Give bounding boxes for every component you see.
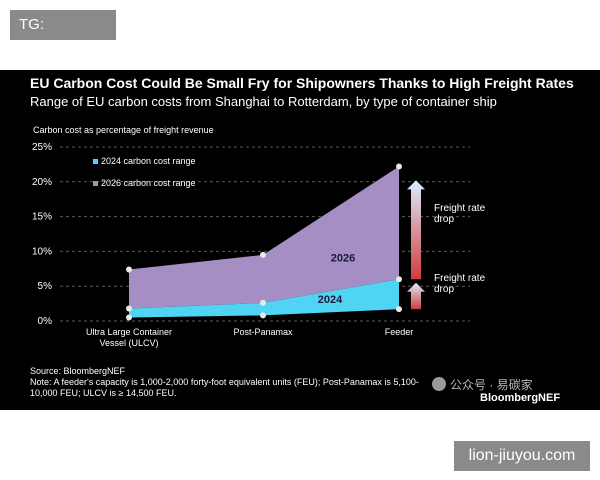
band-2024 [129, 279, 399, 318]
legend-label: 2024 carbon cost range [101, 156, 196, 166]
watermark: 公众号 · 易碳家 [432, 376, 533, 393]
y-tick-label: 15% [32, 212, 52, 223]
y-axis-label: Carbon cost as percentage of freight rev… [33, 125, 214, 135]
data-point [126, 305, 132, 312]
x-tick-label: Vessel (ULCV) [99, 338, 158, 348]
legend-label: 2026 carbon cost range [101, 178, 196, 188]
data-point [260, 251, 266, 258]
band-label-2024: 2024 [318, 294, 343, 306]
chart-panel: EU Carbon Cost Could Be Small Fry for Sh… [0, 70, 600, 410]
data-point [396, 276, 402, 283]
chart-svg: Carbon cost as percentage of freight rev… [32, 125, 486, 348]
bottom-right-tag: lion-jiuyou.com [454, 441, 590, 471]
chart-subtitle: Range of EU carbon costs from Shanghai t… [30, 94, 497, 109]
data-point [126, 314, 132, 321]
wechat-icon [432, 377, 446, 391]
freight-rate-drop-arrow [407, 282, 425, 310]
annotation-label: drop [434, 284, 454, 295]
watermark-text: 公众号 · 易碳家 [450, 378, 533, 392]
top-left-tag: TG: MYYJJPP [10, 10, 116, 63]
legend-swatch [93, 181, 98, 186]
annotation-label: Freight rate [434, 273, 486, 284]
data-point [260, 312, 266, 319]
chart-title: EU Carbon Cost Could Be Small Fry for Sh… [30, 75, 574, 91]
legend-swatch [93, 159, 98, 164]
freight-rate-drop-arrow [407, 180, 425, 280]
band-2026 [129, 166, 399, 309]
data-point [126, 266, 132, 273]
y-tick-label: 5% [38, 281, 53, 292]
brand-logo: BloombergNEF [480, 392, 561, 404]
band-label-2026: 2026 [331, 252, 355, 264]
x-tick-label: Post-Panamax [233, 327, 293, 337]
y-tick-label: 25% [32, 142, 52, 153]
x-tick-label: Feeder [385, 327, 414, 337]
annotation-label: Freight rate [434, 203, 486, 214]
y-tick-label: 20% [32, 177, 52, 188]
data-point [396, 306, 402, 313]
source-text: Source: BloombergNEF [30, 366, 126, 376]
data-point [260, 299, 266, 306]
annotation-label: drop [434, 214, 454, 225]
y-tick-label: 10% [32, 246, 52, 257]
data-point [396, 163, 402, 170]
note-text: Note: A feeder's capacity is 1,000-2,000… [30, 377, 419, 398]
x-tick-label: Ultra Large Container [86, 327, 172, 337]
y-tick-label: 0% [38, 316, 53, 327]
